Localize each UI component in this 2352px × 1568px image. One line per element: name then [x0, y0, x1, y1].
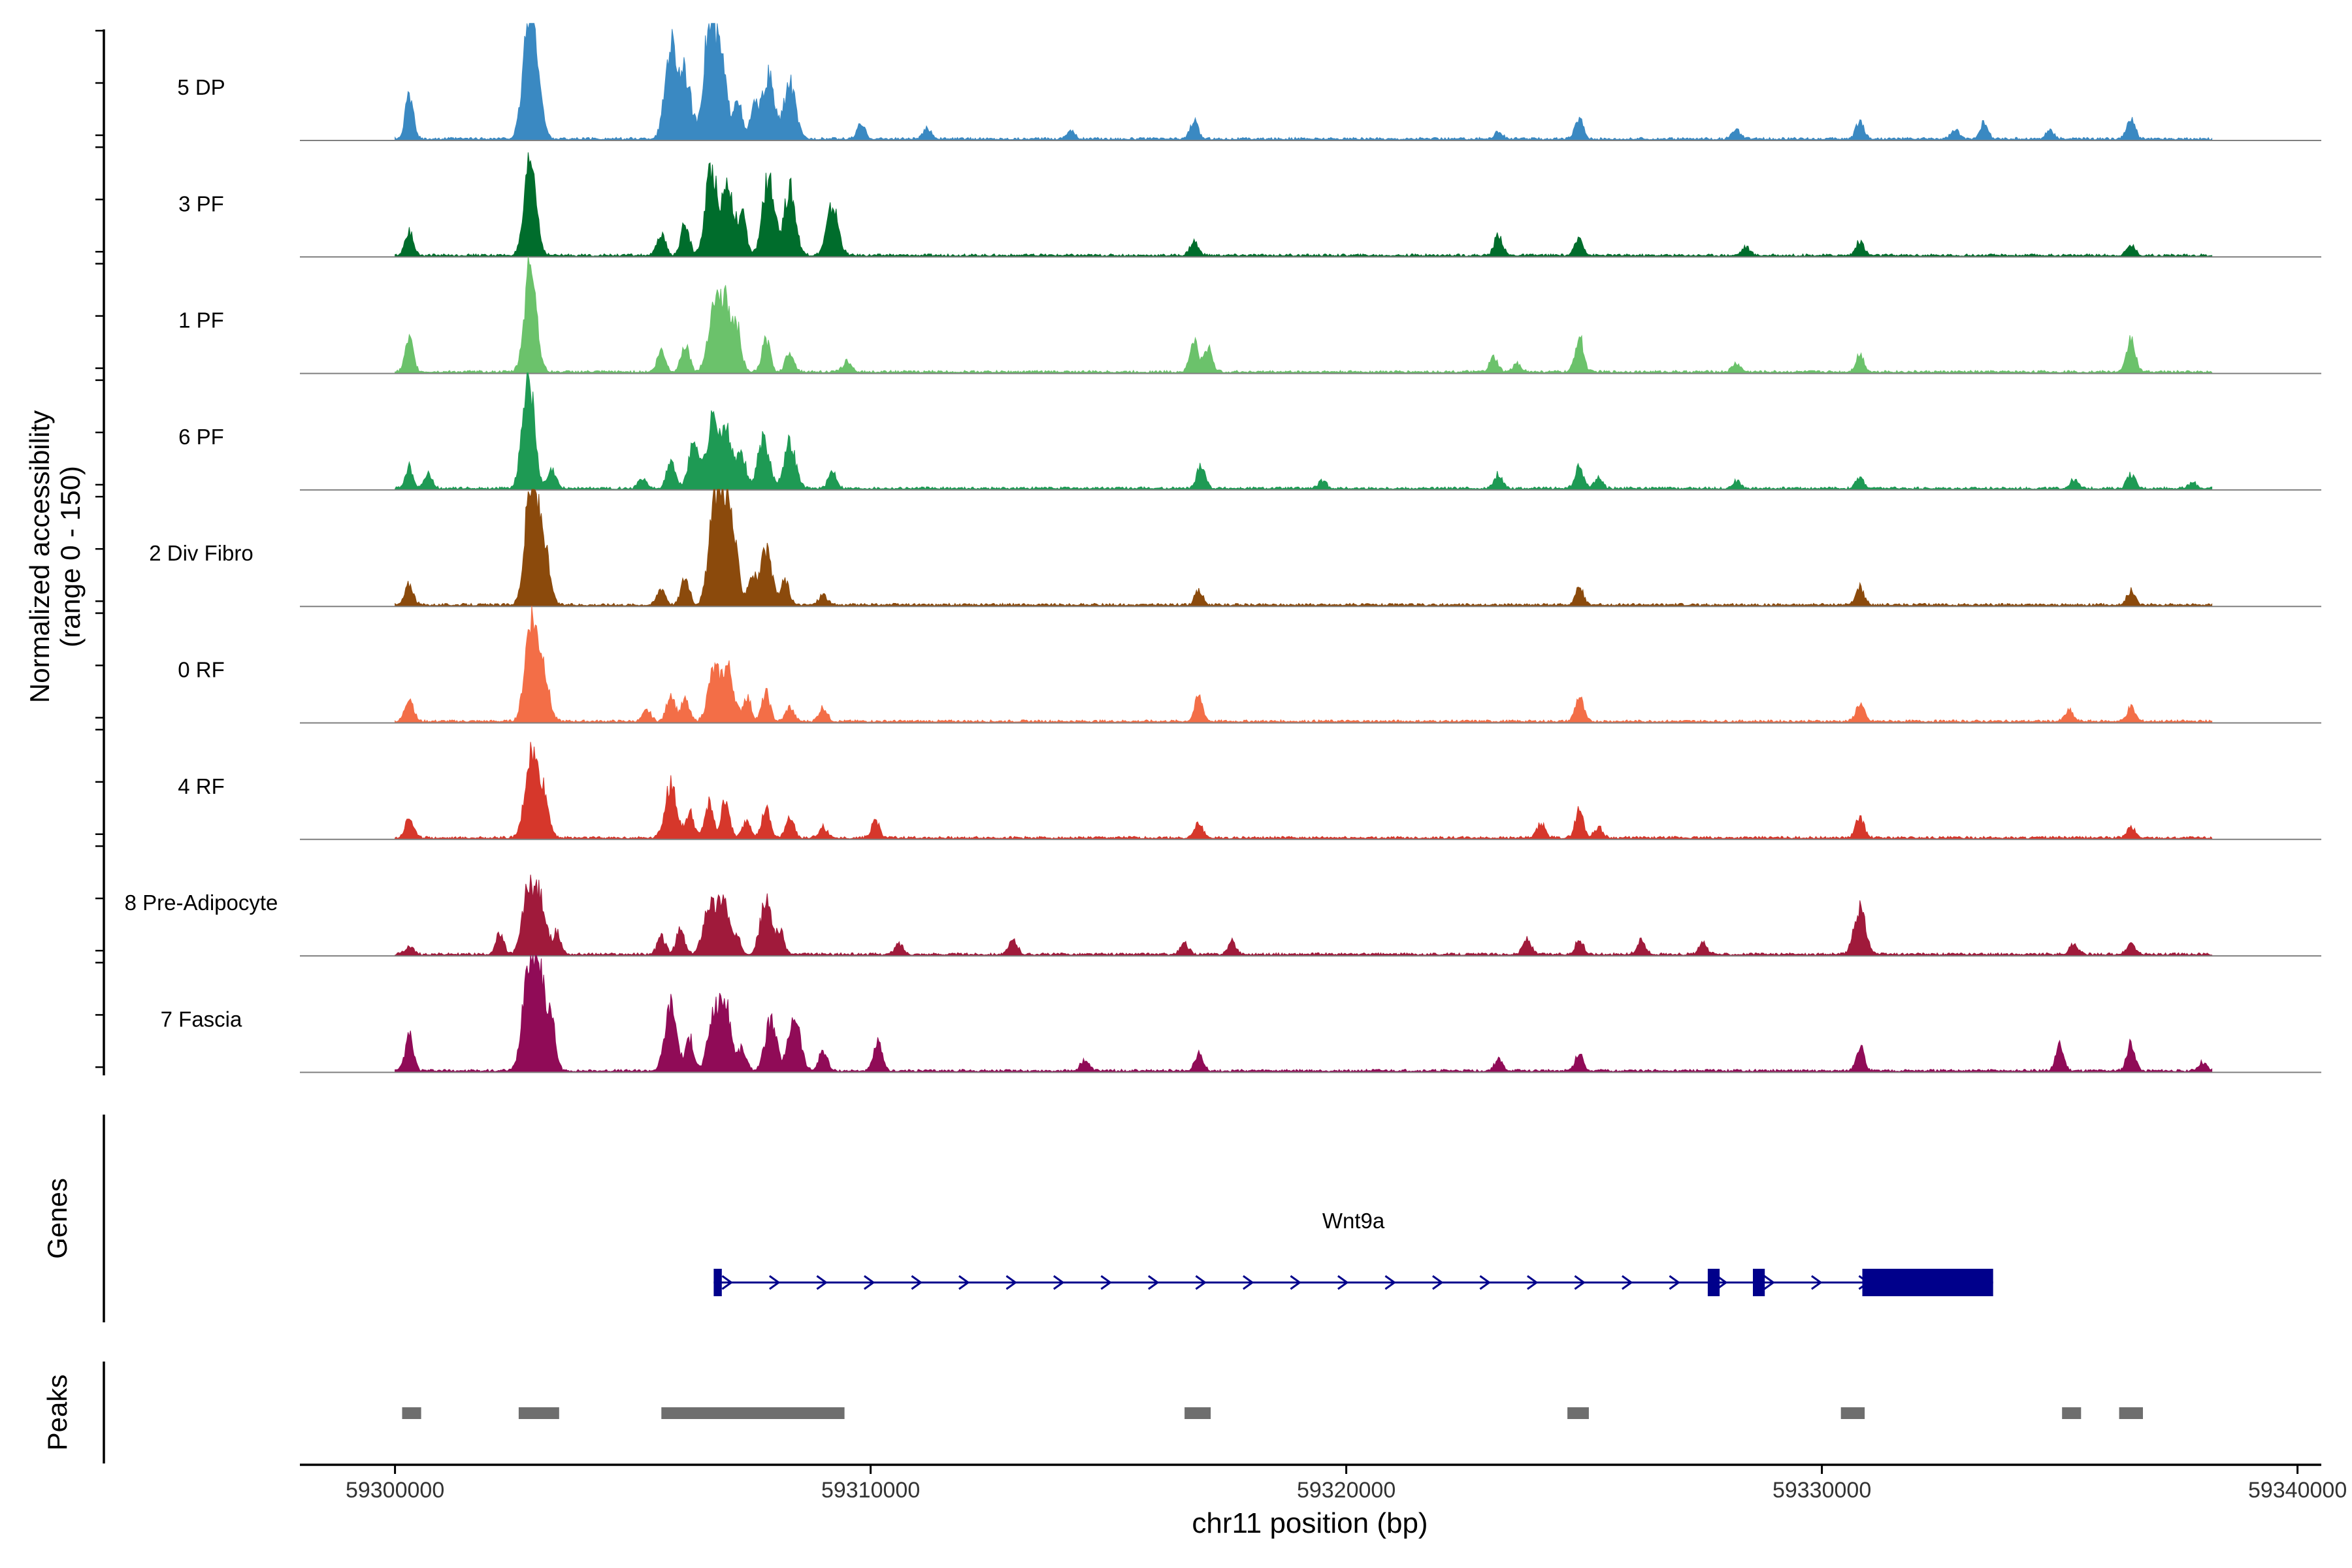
x-axis-label: chr11 position (bp) [1192, 1507, 1428, 1539]
track-6-pf: 6 PF [178, 372, 2321, 491]
gene-strand-arrow [1432, 1275, 1444, 1290]
gene-strand-arrow [1053, 1275, 1065, 1290]
gene-strand-arrow [1290, 1275, 1301, 1290]
peaks-panel-label: Peaks [42, 1375, 73, 1451]
x-tick-label: 59310000 [821, 1478, 920, 1503]
gene-strand-arrow [1622, 1275, 1633, 1290]
x-tick-label: 59320000 [1297, 1478, 1396, 1503]
y-axis-range-label: (range 0 - 150) [55, 466, 86, 647]
track-7-fascia: 7 Fascia [161, 955, 2321, 1073]
gene-strand-arrow [1005, 1275, 1017, 1290]
x-tick-label: 59340000 [2248, 1478, 2347, 1503]
genes-panel-label: Genes [42, 1178, 73, 1259]
track-8-pre-adipocyte: 8 Pre-Adipocyte [125, 874, 2321, 957]
peak-region [402, 1407, 421, 1419]
track-4-rf: 4 RF [178, 742, 2321, 840]
peak-region [1840, 1407, 1865, 1419]
gene-exon [1753, 1269, 1765, 1296]
track-label: 4 RF [178, 774, 225, 798]
track-signal-area [395, 489, 2213, 607]
gene-strand-arrow [769, 1275, 781, 1290]
track-label: 5 DP [177, 75, 225, 99]
track-3-pf: 3 PF [178, 152, 2321, 258]
x-axis-ticks: 59300000 59310000 59320000 59330000 59340000 [346, 1465, 2347, 1503]
gene-strand-arrow [1811, 1275, 1823, 1290]
gene-exon [1707, 1269, 1720, 1296]
track-signal-area [395, 874, 2213, 956]
accessibility-y-ticks [95, 29, 104, 1068]
gene-exon [1862, 1269, 1993, 1296]
peak-regions [402, 1407, 2143, 1419]
track-label: 6 PF [178, 425, 224, 449]
track-0-rf: 0 RF [178, 606, 2321, 724]
gene-strand-arrow [1574, 1275, 1586, 1290]
track-label: 0 RF [178, 658, 225, 682]
x-tick-label: 59300000 [346, 1478, 444, 1503]
gene-strand-arrow [1337, 1275, 1349, 1290]
gene-strand-arrow [1527, 1275, 1539, 1290]
gene-strand-arrow [958, 1275, 970, 1290]
track-signal-area [395, 742, 2213, 840]
gene-track: Wnt9a [713, 1209, 1993, 1296]
gene-strand-arrow [864, 1275, 875, 1290]
x-tick-label: 59330000 [1772, 1478, 1871, 1503]
track-signal-area [395, 23, 2213, 141]
gene-strand-arrow [1243, 1275, 1254, 1290]
track-signal-area [395, 606, 2213, 723]
gene-name-label: Wnt9a [1322, 1209, 1385, 1233]
track-signal-area [395, 372, 2213, 491]
peak-region [661, 1407, 845, 1419]
gene-strand-arrow [1100, 1275, 1112, 1290]
track-1-pf: 1 PF [178, 256, 2321, 374]
gene-strand-arrow [1669, 1275, 1680, 1290]
gene-strand-arrow [1384, 1275, 1396, 1290]
gene-strand-arrow [911, 1275, 923, 1290]
track-label: 1 PF [178, 308, 224, 333]
peak-region [2062, 1407, 2082, 1419]
gene-exon [713, 1269, 722, 1296]
peak-region [1184, 1407, 1211, 1419]
gene-strand-arrow [1716, 1275, 1728, 1290]
track-2-div-fibro: 2 Div Fibro [149, 489, 2321, 608]
track-signal-area [395, 955, 2213, 1073]
gene-strand-arrow [721, 1275, 733, 1290]
track-label: 3 PF [178, 191, 224, 216]
peak-region [2119, 1407, 2143, 1419]
peak-region [518, 1407, 559, 1419]
gene-strand-arrow [1479, 1275, 1491, 1290]
y-axis-label: Normalized accessibility [24, 410, 55, 703]
gene-strand-arrow [1195, 1275, 1207, 1290]
track-label: 8 Pre-Adipocyte [125, 890, 278, 915]
gene-strand-arrow [1763, 1275, 1775, 1290]
track-signal-area [395, 256, 2213, 374]
track-label: 7 Fascia [161, 1007, 242, 1031]
track-signal-area [395, 152, 2213, 257]
gene-strand-arrow [1148, 1275, 1160, 1290]
gene-strand-arrow [816, 1275, 828, 1290]
accessibility-tracks: 5 DP 3 PF 1 PF 6 PF 2 Div Fibro 0 RF 4 RF 8 Pre… [125, 23, 2321, 1073]
track-label: 2 Div Fibro [149, 541, 253, 565]
track-5-dp: 5 DP [177, 23, 2321, 141]
peak-region [1567, 1407, 1589, 1419]
